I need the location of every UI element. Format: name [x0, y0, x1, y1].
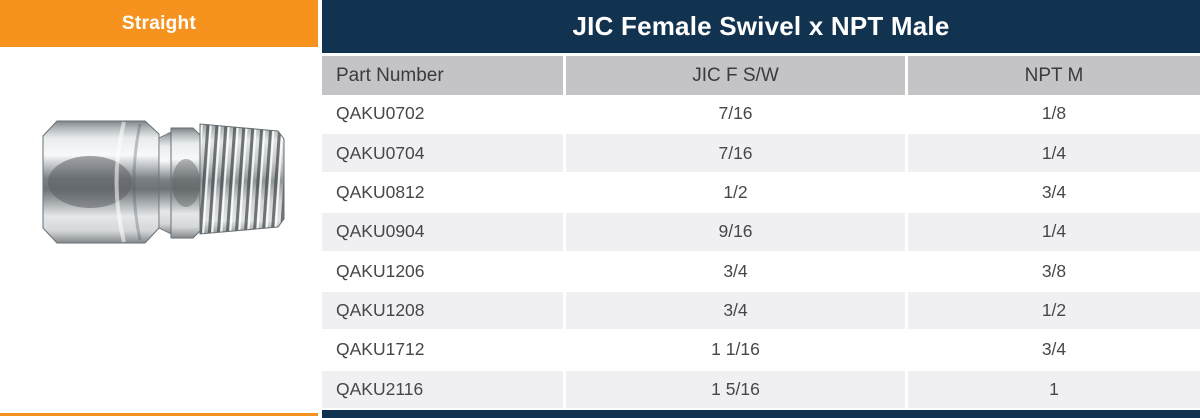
jic-size-cell: 7/16	[563, 95, 905, 133]
npt-size-cell: 1/2	[905, 291, 1200, 330]
part-number-cell: QAKU1208	[336, 300, 425, 321]
table-row: QAKU0904 9/16 1/4	[322, 211, 1200, 253]
column-header-jic-f-sw: JIC F S/W	[563, 56, 905, 95]
table-row: QAKU1206 3/4 3/8	[322, 252, 1200, 290]
product-photo-fitting	[42, 120, 285, 244]
table-row: QAKU2116 1 5/16 1	[322, 368, 1200, 410]
npt-size-cell: 3/4	[905, 173, 1200, 212]
table-header-row: Part Number JIC F S/W NPT M	[322, 56, 1200, 95]
part-number-cell: QAKU2116	[336, 378, 424, 399]
spec-table-section: JIC Female Swivel x NPT Male Part Number…	[322, 0, 1200, 418]
part-number-cell: QAKU1206	[336, 260, 425, 281]
table-row: QAKU0704 7/16 1/4	[322, 132, 1200, 174]
jic-size-cell: 1 5/16	[563, 370, 905, 408]
part-number-cell: QAKU0904	[336, 221, 425, 242]
jic-size-cell: 3/4	[563, 291, 905, 330]
npt-size-cell: 1/8	[905, 95, 1200, 133]
table-row: QAKU1712 1 1/16 3/4	[322, 331, 1200, 369]
part-number-cell: QAKU0704	[336, 142, 425, 163]
jic-size-cell: 1 1/16	[563, 331, 905, 369]
npt-size-cell: 1	[905, 370, 1200, 408]
column-header-npt-m: NPT M	[905, 56, 1200, 95]
part-number-cell: QAKU1712	[336, 339, 425, 360]
table-bottom-bar	[322, 410, 1200, 418]
table-row: QAKU0702 7/16 1/8	[322, 95, 1200, 133]
npt-size-cell: 3/8	[905, 252, 1200, 290]
part-number-cell: QAKU0702	[336, 103, 425, 124]
column-header-part-number: Part Number	[336, 64, 444, 86]
category-tab-label: Straight	[121, 12, 197, 34]
jic-size-cell: 1/2	[563, 173, 905, 212]
npt-size-cell: 1/4	[905, 213, 1200, 251]
npt-size-cell: 3/4	[905, 331, 1200, 369]
category-tab: Straight	[0, 0, 318, 47]
jic-size-cell: 7/16	[563, 134, 905, 172]
jic-size-cell: 3/4	[563, 252, 905, 290]
table-row: QAKU0812 1/2 3/4	[322, 173, 1200, 212]
part-number-cell: QAKU0812	[336, 181, 425, 202]
left-panel-underline	[0, 413, 318, 416]
table-title: JIC Female Swivel x NPT Male	[572, 11, 950, 41]
jic-size-cell: 9/16	[563, 213, 905, 251]
npt-size-cell: 1/4	[905, 134, 1200, 172]
table-row: QAKU1208 3/4 1/2	[322, 289, 1200, 332]
table-title-bar: JIC Female Swivel x NPT Male	[322, 0, 1200, 53]
title-gap	[322, 53, 1200, 56]
left-panel: Straight	[0, 0, 318, 418]
table-body: QAKU0702 7/16 1/8 QAKU0704 7/16 1/4 QAKU…	[322, 95, 1200, 410]
